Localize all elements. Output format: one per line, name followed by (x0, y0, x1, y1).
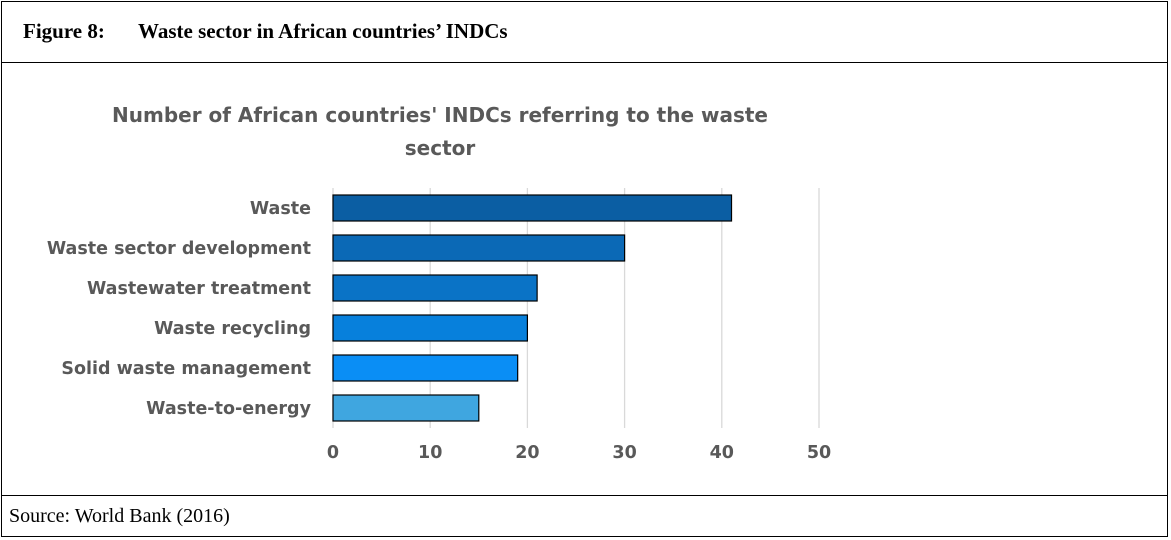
x-tick-labels: 0 10 20 30 40 50 (327, 443, 831, 463)
x-tick-label: 50 (807, 443, 831, 463)
bar-solid-waste-management (332, 354, 519, 382)
x-tick-label: 10 (418, 443, 442, 463)
x-tick-label: 30 (612, 443, 636, 463)
category-label: Waste recycling (154, 319, 311, 339)
figure-footer: Source: World Bank (2016) (2, 495, 1167, 538)
bar-chart: Number of African countries' INDCs refer… (47, 103, 831, 463)
bar-waste (332, 194, 733, 222)
x-tick-label: 20 (515, 443, 539, 463)
category-label: Waste sector development (47, 239, 311, 259)
figure-header: Figure 8: Waste sector in African countr… (2, 2, 1167, 63)
bar-waste-recycling (332, 314, 528, 342)
figure-number: Figure 8: (23, 19, 105, 43)
chart-title: Number of African countries' INDCs refer… (112, 103, 768, 160)
category-label: Waste-to-energy (146, 399, 311, 419)
chart-title-line-2: sector (405, 136, 476, 160)
figure-title: Waste sector in African countries’ INDCs (138, 19, 508, 43)
x-tick-label: 0 (327, 443, 339, 463)
gridlines (332, 188, 820, 428)
category-label: Waste (250, 199, 311, 219)
x-tick-label: 40 (710, 443, 734, 463)
bar-waste-sector-development (332, 234, 626, 262)
bars (332, 194, 733, 422)
category-label: Wastewater treatment (87, 279, 311, 299)
bar-wastewater-treatment (332, 274, 538, 302)
bar-waste-to-energy (332, 394, 480, 422)
category-labels: Waste Waste sector development Wastewater … (47, 199, 312, 419)
category-label: Solid waste management (61, 359, 311, 379)
chart-area: Number of African countries' INDCs refer… (2, 63, 1167, 496)
source-note: Source: World Bank (2016) (9, 505, 230, 527)
chart-title-line-1: Number of African countries' INDCs refer… (112, 103, 768, 127)
